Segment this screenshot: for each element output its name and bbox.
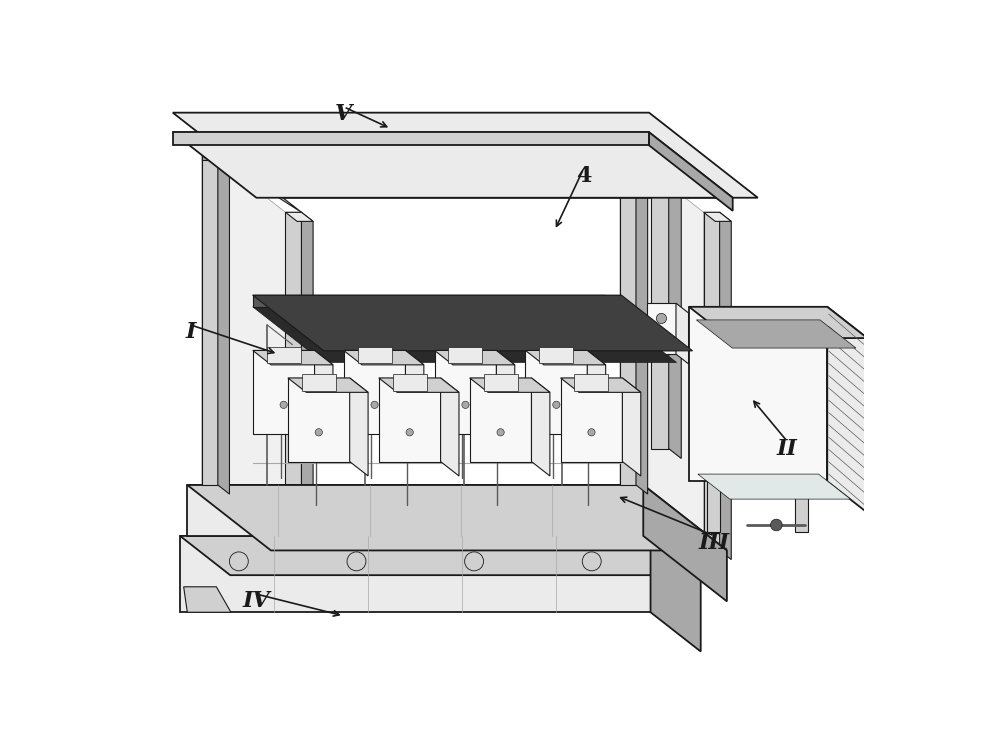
Polygon shape	[643, 485, 727, 602]
Polygon shape	[525, 350, 587, 434]
Polygon shape	[539, 347, 573, 364]
Polygon shape	[379, 378, 441, 461]
Polygon shape	[669, 183, 681, 458]
Polygon shape	[253, 295, 621, 307]
Polygon shape	[622, 378, 641, 476]
Text: III: III	[699, 532, 730, 554]
Polygon shape	[180, 536, 651, 612]
Polygon shape	[302, 374, 336, 391]
Polygon shape	[344, 350, 424, 365]
Polygon shape	[651, 536, 701, 652]
Polygon shape	[278, 318, 630, 326]
Circle shape	[588, 429, 595, 436]
Polygon shape	[187, 485, 643, 536]
Polygon shape	[441, 378, 459, 476]
Polygon shape	[288, 378, 350, 461]
Polygon shape	[253, 307, 677, 363]
Polygon shape	[350, 378, 368, 476]
Polygon shape	[285, 212, 313, 221]
Polygon shape	[620, 147, 636, 485]
Circle shape	[465, 552, 484, 571]
Polygon shape	[470, 378, 531, 461]
Circle shape	[315, 429, 322, 436]
Polygon shape	[301, 212, 313, 560]
Circle shape	[462, 402, 469, 409]
Polygon shape	[698, 474, 851, 499]
Circle shape	[497, 429, 504, 436]
Polygon shape	[288, 378, 368, 392]
Polygon shape	[561, 378, 622, 461]
Polygon shape	[647, 303, 676, 354]
Polygon shape	[649, 132, 733, 211]
Polygon shape	[173, 112, 758, 198]
Text: V: V	[335, 103, 352, 125]
Polygon shape	[218, 147, 229, 494]
Text: I: I	[186, 321, 196, 343]
Polygon shape	[202, 147, 636, 160]
Polygon shape	[496, 350, 515, 448]
Circle shape	[347, 552, 366, 571]
Polygon shape	[704, 212, 720, 550]
Polygon shape	[303, 337, 655, 346]
Polygon shape	[405, 350, 424, 448]
Polygon shape	[531, 378, 550, 476]
Polygon shape	[344, 350, 405, 434]
Polygon shape	[795, 481, 808, 532]
Polygon shape	[574, 374, 608, 391]
Circle shape	[771, 519, 782, 531]
Text: 4: 4	[576, 165, 591, 187]
Polygon shape	[696, 320, 856, 348]
Text: II: II	[777, 437, 798, 460]
Polygon shape	[253, 295, 677, 351]
Polygon shape	[379, 378, 459, 392]
Polygon shape	[184, 587, 231, 612]
Polygon shape	[651, 183, 669, 449]
Polygon shape	[315, 350, 333, 448]
Polygon shape	[689, 307, 827, 481]
Polygon shape	[202, 147, 218, 485]
Polygon shape	[202, 147, 285, 550]
Circle shape	[553, 402, 560, 409]
Polygon shape	[253, 350, 333, 365]
Polygon shape	[180, 536, 701, 575]
Polygon shape	[704, 212, 731, 221]
Circle shape	[371, 402, 378, 409]
Text: IV: IV	[243, 591, 270, 612]
Polygon shape	[707, 481, 720, 532]
Circle shape	[406, 429, 413, 436]
Polygon shape	[484, 374, 518, 391]
Polygon shape	[587, 350, 606, 448]
Polygon shape	[689, 307, 867, 338]
Circle shape	[582, 552, 601, 571]
Circle shape	[280, 402, 287, 409]
Polygon shape	[267, 347, 301, 364]
Polygon shape	[285, 212, 301, 550]
Polygon shape	[173, 132, 649, 145]
Polygon shape	[253, 350, 315, 434]
Polygon shape	[435, 350, 515, 365]
Polygon shape	[435, 350, 496, 434]
Polygon shape	[173, 132, 733, 198]
Polygon shape	[720, 212, 731, 560]
Polygon shape	[187, 485, 727, 550]
Polygon shape	[393, 374, 427, 391]
Polygon shape	[636, 147, 648, 494]
Circle shape	[656, 337, 667, 347]
Polygon shape	[470, 378, 550, 392]
Polygon shape	[676, 303, 689, 364]
Polygon shape	[202, 147, 301, 212]
Polygon shape	[525, 350, 606, 365]
Polygon shape	[202, 147, 229, 156]
Circle shape	[229, 552, 248, 571]
Circle shape	[656, 313, 667, 323]
Polygon shape	[253, 295, 693, 351]
Polygon shape	[620, 147, 648, 156]
Polygon shape	[620, 147, 704, 550]
Polygon shape	[358, 347, 392, 364]
Polygon shape	[561, 378, 641, 392]
Polygon shape	[827, 307, 867, 512]
Polygon shape	[448, 347, 482, 364]
